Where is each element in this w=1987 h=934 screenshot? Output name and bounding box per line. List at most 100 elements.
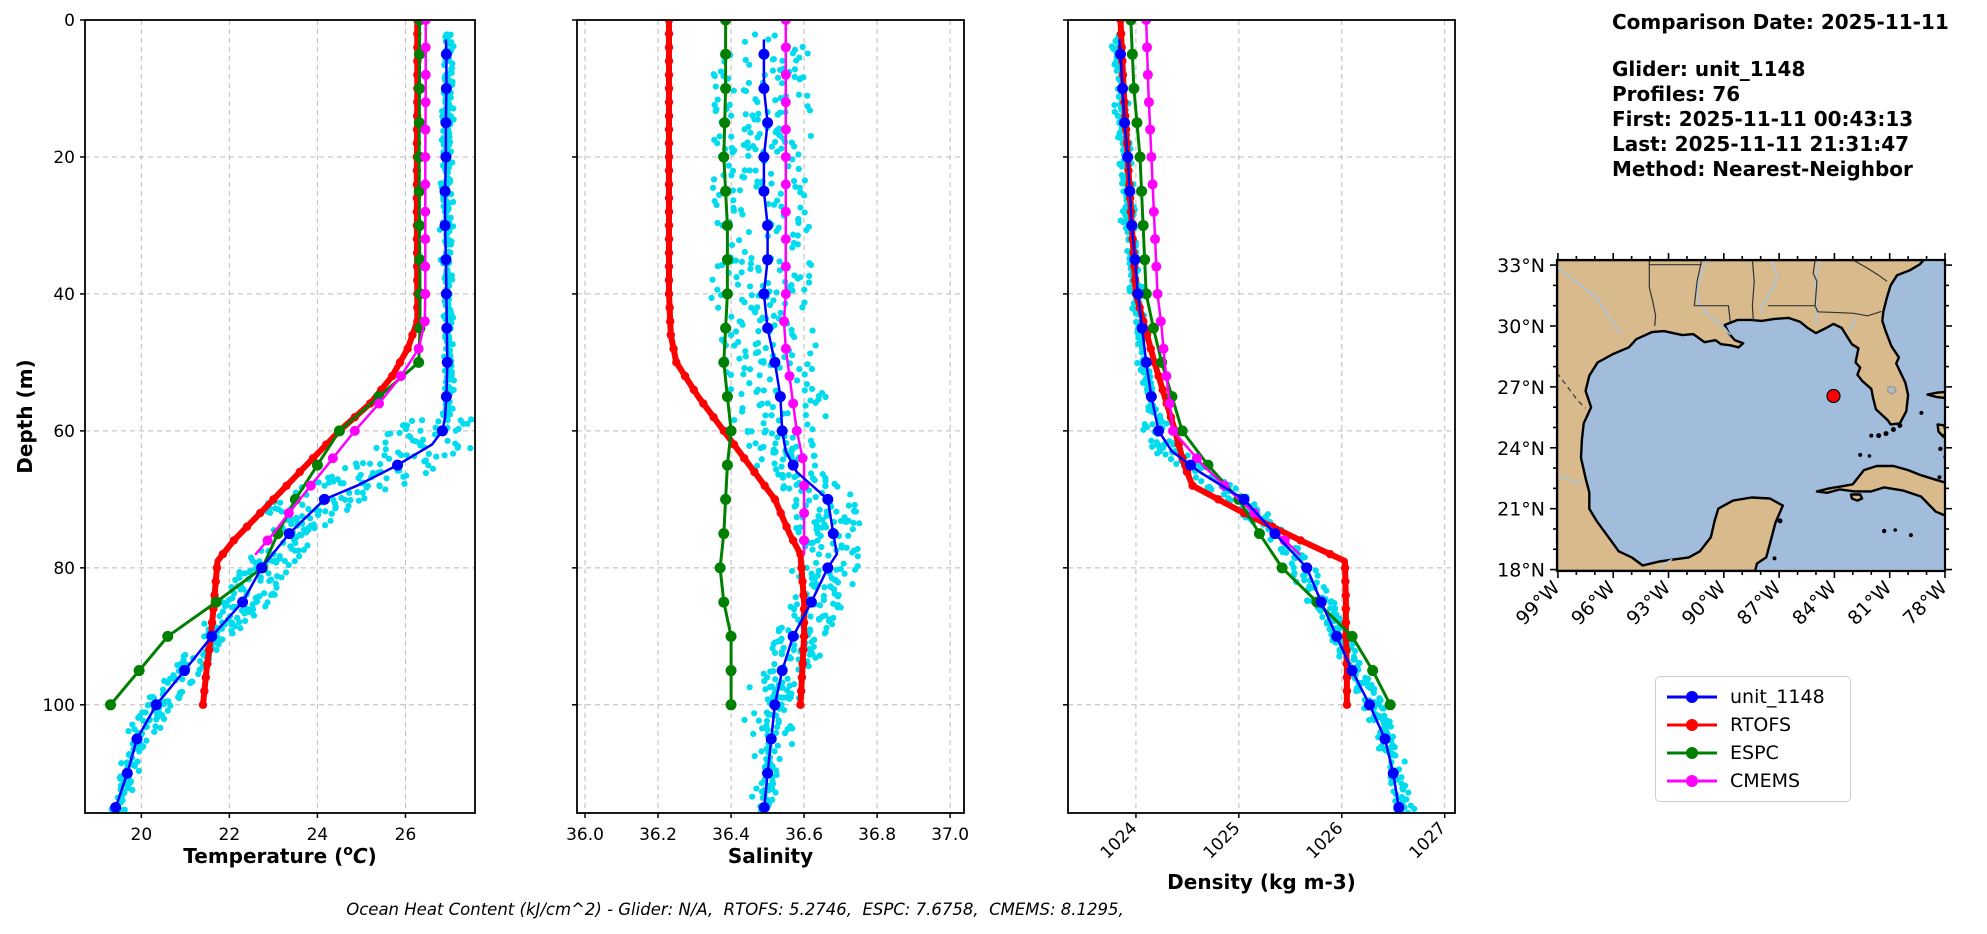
land-grand-bahama (1926, 390, 1945, 400)
lat-tick-label: 27°N (1497, 377, 1545, 399)
lon-tick-label: 99°W (1512, 577, 1565, 630)
ytick-label: 0 (64, 11, 75, 31)
land-north-america-mainland (1557, 260, 1925, 571)
unit_1148-markers (110, 48, 453, 813)
xtick-label: 36.8 (858, 825, 896, 845)
map-tick-marks (1550, 253, 1952, 578)
lat-tick-label: 18°N (1497, 560, 1545, 582)
border-ms-al (1751, 260, 1755, 321)
series-ESPC (1125, 20, 1396, 711)
lon-tick-label: 90°W (1678, 577, 1731, 630)
unit_1148-line (762, 39, 839, 813)
legend-label: RTOFS (1730, 714, 1792, 736)
unit_1148-markers (758, 48, 839, 813)
border-ga-fl (1814, 305, 1882, 317)
lat-tick-label: 24°N (1497, 438, 1545, 460)
lon-tick-label: 87°W (1733, 577, 1786, 630)
density-panel: 1024 1025 1026 1027 Density (kg m-3) (1063, 19, 1456, 894)
ESPC-line (1129, 20, 1392, 707)
border-tx-la (1648, 260, 1657, 327)
legend-item-unit_1148: unit_1148 (1666, 686, 1840, 708)
scatter-glider-raw-scatter (1108, 31, 1418, 813)
xtick-label: 22 (219, 825, 241, 845)
lon-tick-label: 84°W (1788, 577, 1841, 630)
CMEMS-markers (1141, 20, 1290, 546)
border-ga-sc (1852, 260, 1888, 282)
ytick-label: 80 (53, 559, 75, 579)
tick-marks (572, 19, 951, 818)
RTOFS-line (666, 20, 808, 708)
lake-okeechobee (1887, 386, 1897, 395)
ESPC-markers (105, 20, 426, 711)
islets-cozumel (1777, 518, 1783, 524)
x-axis-label: Density (kg m-3) (1167, 870, 1356, 894)
legend-item-rtofs: RTOFS (1666, 714, 1840, 736)
legend-line-marker-sample (1667, 775, 1717, 787)
gulf-of-mexico-map: 18°N 21°N 24°N 27°N 30°N 33°N 99°W 96°W 93°W 90°W… (1497, 253, 1952, 630)
y-axis-label: Depth (m) (13, 359, 37, 473)
xtick-label: 36.2 (639, 825, 677, 845)
suwannee-river (1847, 315, 1858, 333)
islets-bimini (1919, 410, 1924, 415)
unit_1148-line (113, 39, 449, 813)
xtick-label: 36.6 (785, 825, 823, 845)
x-axis-label: Temperature (oC) (183, 843, 376, 868)
mississippi-river (1695, 260, 1731, 336)
glider-position-dot (1826, 388, 1841, 404)
CMEMS-markers (779, 20, 810, 546)
border-la-ms (1693, 260, 1731, 322)
map-frame (1555, 258, 1947, 573)
series-CMEMS (254, 20, 431, 556)
xtick-label: 36.0 (566, 825, 604, 845)
legend-label: CMEMS (1730, 770, 1801, 792)
last-profile-time-text: Last: 2025-11-11 21:31:47 (1612, 132, 1910, 156)
legend-item-espc: ESPC (1666, 742, 1840, 764)
series-ESPC (714, 20, 737, 711)
series-CMEMS (1141, 20, 1301, 556)
series-unit_1148 (1114, 39, 1405, 813)
border-tx-mex-border (1557, 372, 1587, 409)
grijalva-river (1658, 558, 1673, 571)
ytick-label: 20 (53, 148, 75, 168)
series-ESPC (105, 20, 426, 711)
ytick-label: 40 (53, 285, 75, 305)
xtick-label: 36.4 (712, 825, 750, 845)
tick-marks (80, 19, 407, 818)
legend-label: unit_1148 (1730, 686, 1825, 708)
ytick-label: 60 (53, 422, 75, 442)
RTOFS-line (200, 20, 421, 708)
temperature-panel: 20 22 24 26 0 20 40 60 80 100 Temperature (oC) Dept… (13, 11, 476, 868)
comparison-date-text: Comparison Date: 2025-11-11 (1612, 10, 1949, 34)
legend-item-cmems: CMEMS (1666, 770, 1840, 792)
ESPC-markers (714, 20, 737, 711)
lon-tick-label: 93°W (1622, 577, 1675, 630)
xtick-label: 37.0 (931, 825, 969, 845)
legend-box: unit_1148 RTOFS ESPC CMEMS (1655, 676, 1851, 802)
CMEMS-line (254, 20, 427, 556)
xtick-label: 1027 (1406, 818, 1451, 863)
axes-spines (84, 19, 476, 814)
x-axis-label: Salinity (728, 844, 813, 868)
info-spacer (1612, 35, 1949, 57)
islets-cay-sal-bank (1858, 452, 1872, 458)
lon-tick-label: 81°W (1844, 577, 1897, 630)
land-cuba (1815, 464, 1945, 517)
lon-tick-label: 78°W (1899, 577, 1952, 630)
series-unit_1148 (758, 39, 839, 813)
CMEMS-markers (262, 20, 431, 546)
lon-tick-label: 96°W (1567, 577, 1620, 630)
legend-line-marker-sample (1667, 747, 1717, 759)
tick-marks (1063, 19, 1446, 818)
border-al-ga (1812, 260, 1818, 306)
xtick-label: 1024 (1097, 818, 1142, 863)
ytick-label: 100 (43, 696, 75, 716)
lat-tick-label: 21°N (1497, 499, 1545, 521)
land-isla-juventud (1849, 493, 1864, 502)
CMEMS-line (782, 20, 806, 556)
xtick-label: 1026 (1303, 818, 1348, 863)
panuco-river (1557, 473, 1583, 485)
salinity-panel: 36.0 36.2 36.4 36.6 36.8 37.0 Salinity (566, 19, 969, 868)
alabama-river (1760, 260, 1779, 314)
islets-florida-keys (1869, 422, 1903, 439)
